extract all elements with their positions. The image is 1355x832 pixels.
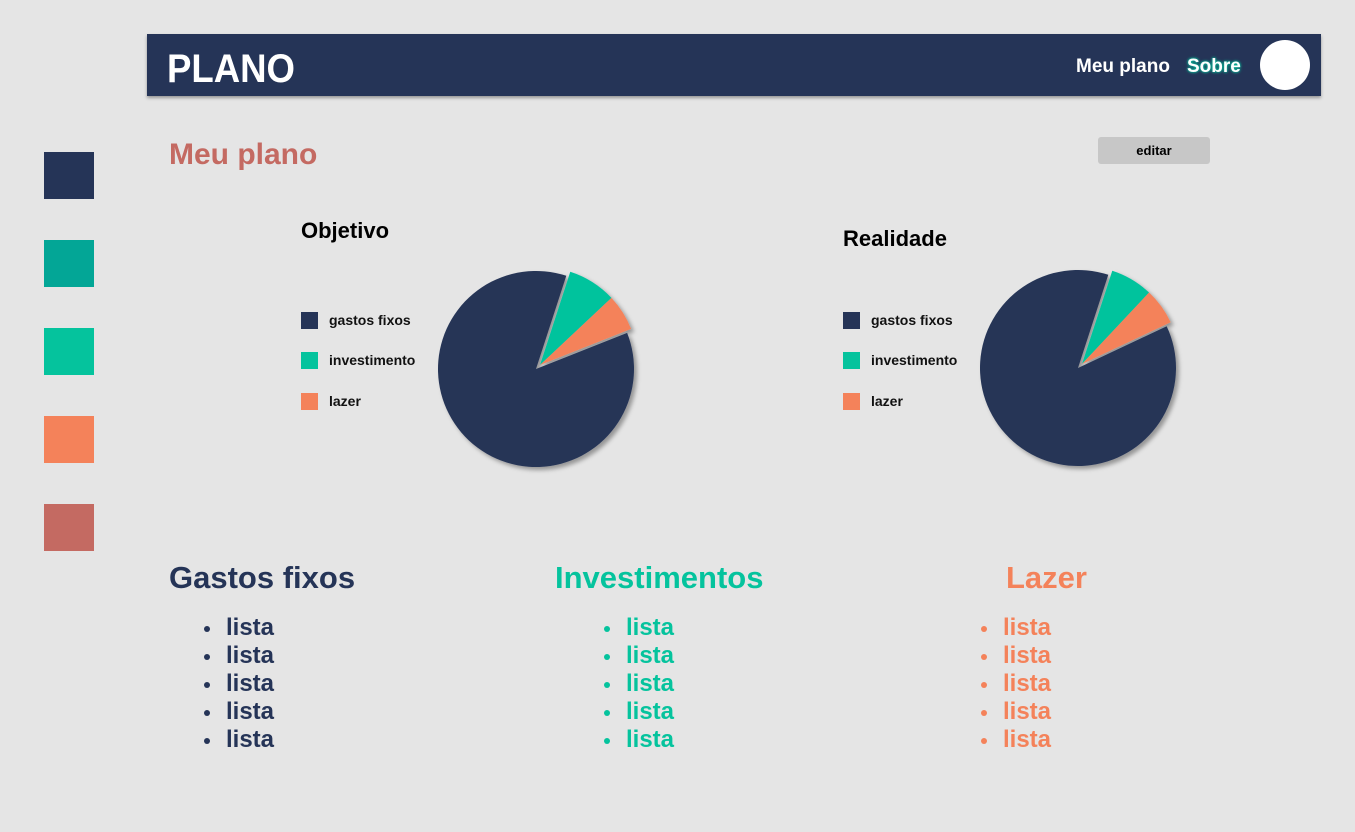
pie-slice-investimento <box>540 271 612 365</box>
logo-text: PLANO <box>167 47 295 85</box>
column-title-investimentos: Investimentos <box>555 560 764 595</box>
list-item: lista <box>604 698 674 726</box>
bullet-icon <box>604 738 610 744</box>
list-item-text: lista <box>626 726 675 753</box>
user-avatar[interactable] <box>1260 40 1310 90</box>
palette-swatch-dark-teal <box>44 240 94 287</box>
legend-swatch <box>843 393 860 410</box>
nav-link-meu-plano[interactable]: Meu plano <box>1076 56 1170 77</box>
list-item: lista <box>604 642 674 670</box>
column-title-lazer: Lazer <box>1006 560 1087 595</box>
list-item-text: lista <box>1003 642 1052 669</box>
list-item: lista <box>604 670 674 698</box>
legend-label: gastos fixos <box>329 312 411 328</box>
legend-swatch <box>843 352 860 369</box>
list-item-text: lista <box>226 698 275 725</box>
legend-label: lazer <box>329 393 361 409</box>
list-item-text: lista <box>626 614 675 641</box>
list-item: lista <box>981 670 1051 698</box>
list-item-text: lista <box>1003 698 1052 725</box>
list-gastos-fixos: lista lista lista lista lista <box>204 614 274 754</box>
bullet-icon <box>204 626 210 632</box>
bullet-icon <box>204 738 210 744</box>
plano-logo[interactable]: PLANO <box>167 47 307 85</box>
list-item: lista <box>604 726 674 754</box>
bullet-icon <box>604 710 610 716</box>
list-item: lista <box>981 642 1051 670</box>
list-item-text: lista <box>1003 670 1052 697</box>
legend-swatch <box>301 352 318 369</box>
bullet-icon <box>604 654 610 660</box>
list-item-text: lista <box>226 670 275 697</box>
list-item-text: lista <box>626 698 675 725</box>
pie-slice-gastos-fixos <box>980 270 1176 466</box>
legend-label: investimento <box>871 352 958 368</box>
bullet-icon <box>204 654 210 660</box>
top-navbar: PLANO Meu plano Sobre <box>147 34 1321 96</box>
pie-slice-lazer <box>1082 292 1171 364</box>
list-investimentos: lista lista lista lista lista <box>604 614 674 754</box>
bullet-icon <box>981 682 987 688</box>
list-item-text: lista <box>626 670 675 697</box>
list-item: lista <box>604 614 674 642</box>
palette-swatch-rose <box>44 504 94 551</box>
palette-swatch-orange <box>44 416 94 463</box>
list-item: lista <box>204 614 274 642</box>
list-item: lista <box>981 614 1051 642</box>
pie-slice-investimento <box>1082 270 1150 364</box>
pie-slice-gastos-fixos <box>438 271 634 467</box>
bullet-icon <box>981 626 987 632</box>
bullet-icon <box>981 738 987 744</box>
legend-label: gastos fixos <box>871 312 953 328</box>
list-lazer: lista lista lista lista lista <box>981 614 1051 754</box>
list-item: lista <box>981 698 1051 726</box>
legend-label: lazer <box>871 393 903 409</box>
list-item-text: lista <box>626 642 675 669</box>
legend-swatch <box>301 393 318 410</box>
list-item: lista <box>204 642 274 670</box>
column-title-gastos-fixos: Gastos fixos <box>169 560 356 595</box>
nav-link-sobre[interactable]: Sobre <box>1187 56 1241 77</box>
bullet-icon <box>981 710 987 716</box>
chart-title-realidade: Realidade <box>843 226 947 251</box>
pie-chart-objetivo <box>438 271 634 467</box>
palette-swatch-navy <box>44 152 94 199</box>
legend-label: investimento <box>329 352 416 368</box>
bullet-icon <box>981 654 987 660</box>
list-item-text: lista <box>226 642 275 669</box>
list-item: lista <box>981 726 1051 754</box>
bullet-icon <box>604 626 610 632</box>
bullet-icon <box>204 710 210 716</box>
legend-swatch <box>843 312 860 329</box>
list-item-text: lista <box>226 614 275 641</box>
pie-chart-realidade <box>980 270 1176 466</box>
list-item: lista <box>204 670 274 698</box>
pie-slice-lazer <box>540 297 632 365</box>
bullet-icon <box>604 682 610 688</box>
list-item: lista <box>204 698 274 726</box>
bullet-icon <box>204 682 210 688</box>
legend-swatch <box>301 312 318 329</box>
palette-swatch-teal <box>44 328 94 375</box>
list-item-text: lista <box>1003 726 1052 753</box>
list-item: lista <box>204 726 274 754</box>
edit-button[interactable]: editar <box>1098 137 1210 164</box>
page-title: Meu plano <box>169 138 318 171</box>
chart-title-objetivo: Objetivo <box>301 218 390 243</box>
list-item-text: lista <box>226 726 275 753</box>
list-item-text: lista <box>1003 614 1052 641</box>
